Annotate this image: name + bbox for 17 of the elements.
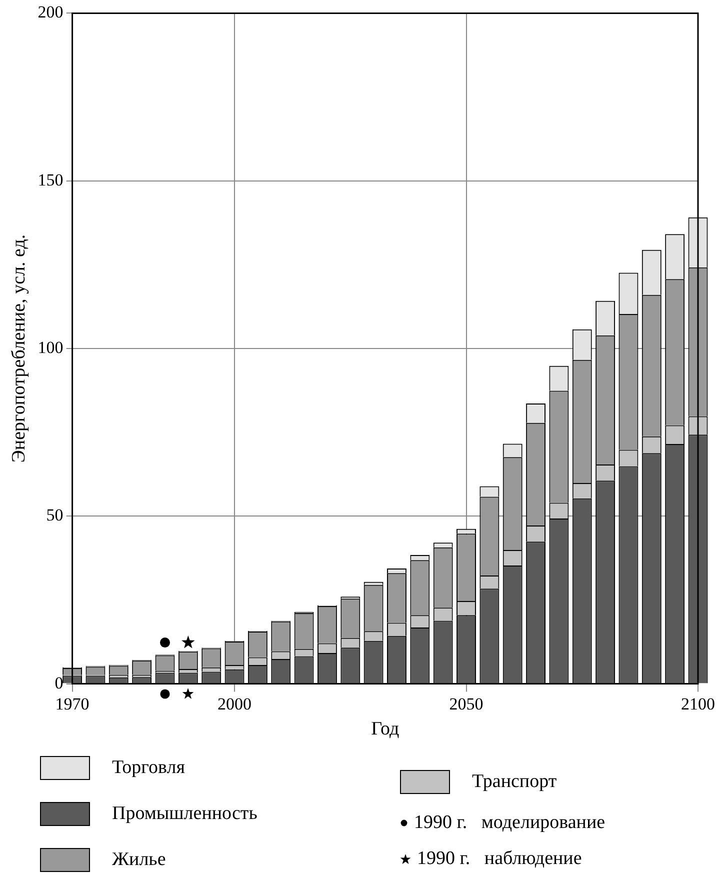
y-tick-label: 200 — [38, 2, 64, 22]
legend-label: Транспорт — [472, 771, 557, 793]
x-tick-label: 2000 — [218, 694, 252, 714]
y-tick-label: 100 — [38, 338, 64, 357]
legend-label: Жилье — [112, 849, 166, 871]
y-tick-label: 50 — [46, 506, 64, 525]
y-tick-label: 0 — [54, 673, 64, 692]
legend-label: 1990 г. наблюдение — [417, 848, 582, 870]
x-tick-label: 2100 — [681, 694, 715, 714]
x-tick-label: 1970 — [55, 694, 90, 714]
x-tick-label: 2050 — [449, 694, 484, 714]
legend-label: Торговля — [112, 757, 185, 779]
y-axis-title: Энергопотребление, усл. ед. — [8, 234, 30, 463]
legend-label: Промышленность — [112, 803, 258, 825]
x-axis-title: Год — [371, 718, 400, 740]
y-tick-label: 150 — [38, 170, 64, 190]
legend-label: 1990 г. моделирование — [414, 812, 606, 834]
